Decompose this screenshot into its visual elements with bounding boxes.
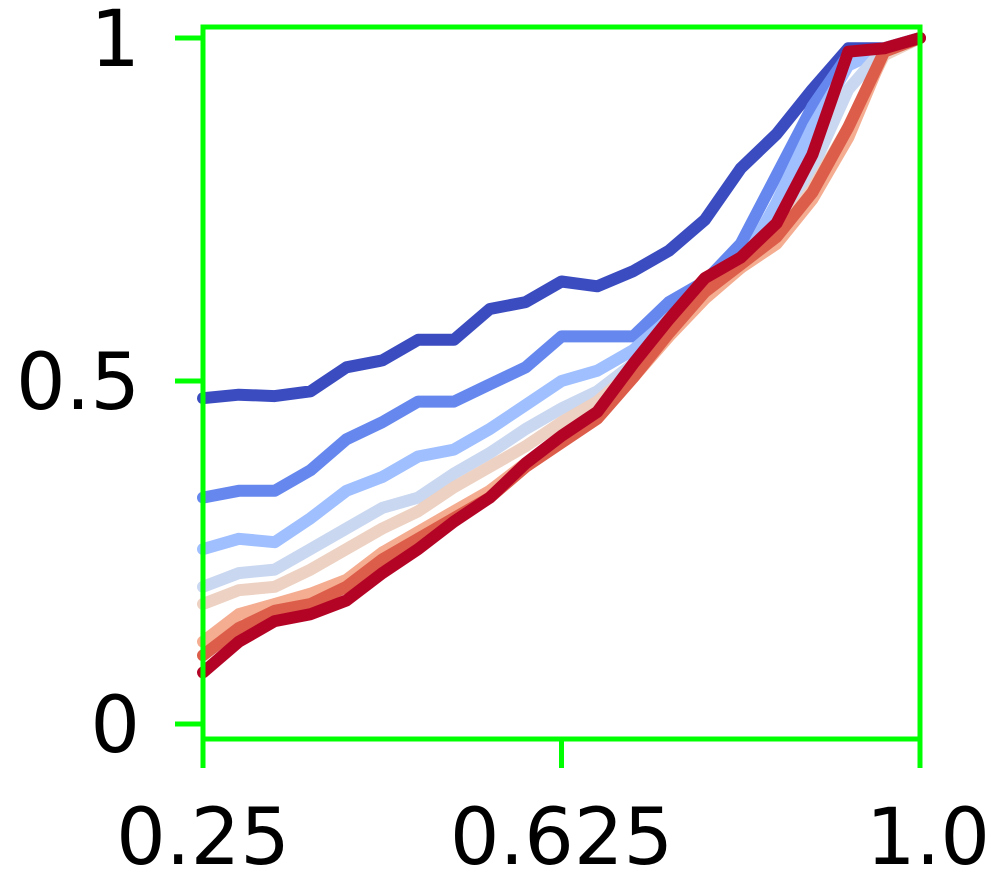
y-tick-label-1: 0 — [90, 681, 140, 771]
series-line-1 — [197, 32, 926, 405]
y-tick-label-3: 1 — [90, 0, 140, 85]
x-tick-label-3: 1.0 — [866, 793, 990, 883]
y-tick-label-2: 0.5 — [16, 338, 140, 428]
x-axis: 0.25 0.625 1.0 — [116, 739, 990, 883]
x-tick-label-1: 0.25 — [116, 793, 290, 883]
series-line-3 — [197, 32, 926, 556]
x-tick-label-2: 0.625 — [450, 793, 673, 883]
y-axis: 00.51 — [16, 0, 203, 771]
series-line-8 — [197, 32, 926, 679]
series-group — [197, 32, 926, 679]
series-line-2 — [197, 32, 926, 504]
